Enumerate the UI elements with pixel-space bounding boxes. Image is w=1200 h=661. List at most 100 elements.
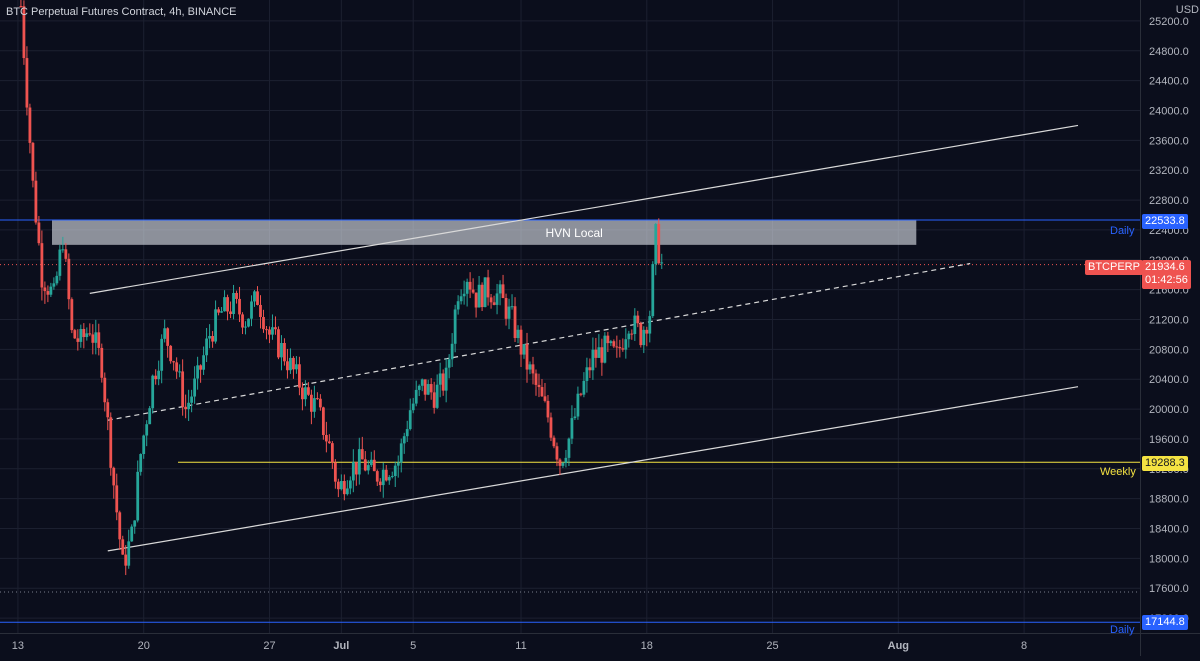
candle-body xyxy=(289,357,292,371)
candle-body xyxy=(187,402,191,410)
candle-body xyxy=(645,329,649,334)
candle-body xyxy=(199,365,203,370)
candle-body xyxy=(537,384,541,388)
candle-body xyxy=(504,298,508,319)
candle-body xyxy=(309,394,313,412)
candle-body xyxy=(411,403,415,411)
price-tick-label: 19600.0 xyxy=(1149,434,1189,446)
candle-body xyxy=(106,402,110,418)
candle-body xyxy=(43,287,47,292)
candle-body xyxy=(301,387,304,400)
price-tick-label: 24800.0 xyxy=(1149,46,1189,58)
candle-body xyxy=(603,335,607,363)
candle-body xyxy=(202,355,205,370)
candle-body xyxy=(280,343,283,358)
price-tick-label: 20800.0 xyxy=(1149,344,1189,356)
candle-body xyxy=(64,249,68,259)
candle-body xyxy=(447,359,451,368)
candle-body xyxy=(378,481,382,486)
candle-body xyxy=(22,6,26,59)
candle-body xyxy=(79,328,83,342)
time-tick-label: 5 xyxy=(410,640,416,652)
candle-body xyxy=(49,286,53,295)
price-tick-label: 18400.0 xyxy=(1149,524,1189,536)
candle-body xyxy=(175,362,179,372)
candle-body xyxy=(507,306,511,319)
candle-body xyxy=(462,293,466,297)
daily-lower-price-tag: 17144.8 xyxy=(1142,615,1188,630)
weekly-price-tag: 19288.3 xyxy=(1142,456,1188,471)
candle-body xyxy=(70,299,74,331)
candle-body xyxy=(190,396,194,403)
candle-body xyxy=(109,417,113,468)
candle-body xyxy=(103,377,107,403)
price-chart[interactable]: HVN Local xyxy=(0,0,1140,633)
candle-body xyxy=(573,416,577,419)
candle-body xyxy=(318,398,322,408)
candle-body xyxy=(241,314,244,328)
candle-body xyxy=(307,387,310,395)
candle-body xyxy=(498,284,502,294)
candle-body xyxy=(169,345,173,362)
price-tick-label: 21200.0 xyxy=(1149,315,1189,327)
candle-body xyxy=(549,417,553,438)
candle-body xyxy=(130,526,134,542)
hvn-zone-label: HVN Local xyxy=(545,226,602,240)
daily-lower-note: Daily xyxy=(1110,624,1135,636)
candle-body xyxy=(58,249,62,276)
chart-area[interactable]: HVN Local xyxy=(0,0,1140,633)
candle-body xyxy=(438,373,442,385)
candle-body xyxy=(229,311,232,315)
candle-body xyxy=(516,329,520,339)
price-axis[interactable]: 17200.017600.018000.018400.018800.019200… xyxy=(1140,0,1200,633)
price-tick-label: 18000.0 xyxy=(1149,553,1189,565)
candle-body xyxy=(154,375,158,380)
candle-body xyxy=(540,387,544,397)
candle-body xyxy=(136,471,140,521)
candle-body xyxy=(157,370,161,380)
candle-body xyxy=(591,349,595,371)
time-tick-label: 25 xyxy=(766,640,778,652)
time-tick-label: Jul xyxy=(333,640,349,652)
candle-body xyxy=(163,328,167,339)
candle-body xyxy=(369,459,373,466)
candle-body xyxy=(519,329,523,355)
price-tick-label: 25200.0 xyxy=(1149,16,1189,28)
candle-body xyxy=(184,406,188,410)
candle-body xyxy=(196,365,200,379)
candle-body xyxy=(61,249,65,251)
candle-body xyxy=(429,384,433,393)
candle-body xyxy=(166,328,170,346)
candle-body xyxy=(342,481,346,495)
candle-body xyxy=(396,462,400,466)
candle-body xyxy=(304,387,307,400)
candle-body xyxy=(142,435,146,455)
candle-body xyxy=(274,327,277,330)
candle-body xyxy=(372,459,376,472)
candle-body xyxy=(588,367,592,371)
candle-body xyxy=(576,393,580,417)
candle-body xyxy=(91,334,95,343)
candle-body xyxy=(402,436,406,444)
price-tick-label: 20400.0 xyxy=(1149,374,1189,386)
candle-body xyxy=(336,481,340,490)
candle-body xyxy=(465,281,469,294)
candle-body xyxy=(37,222,41,244)
candle-body xyxy=(627,333,631,340)
candle-body xyxy=(639,323,643,346)
candle-body xyxy=(115,485,119,513)
candle-body xyxy=(160,338,164,371)
axis-corner xyxy=(1140,633,1200,656)
candle-body xyxy=(250,301,253,319)
candle-body xyxy=(256,291,259,305)
candle-body xyxy=(375,471,379,482)
candle-body xyxy=(124,554,128,566)
candle-body xyxy=(151,375,155,409)
candle-body xyxy=(585,367,589,381)
candle-body xyxy=(127,541,131,566)
time-axis[interactable]: 13 20 27 Jul 5 11 18 25 Aug 8 xyxy=(0,633,1140,656)
candle-body xyxy=(28,107,32,143)
candle-body xyxy=(277,329,280,358)
candle-body xyxy=(495,293,499,305)
candle-body xyxy=(597,347,601,358)
